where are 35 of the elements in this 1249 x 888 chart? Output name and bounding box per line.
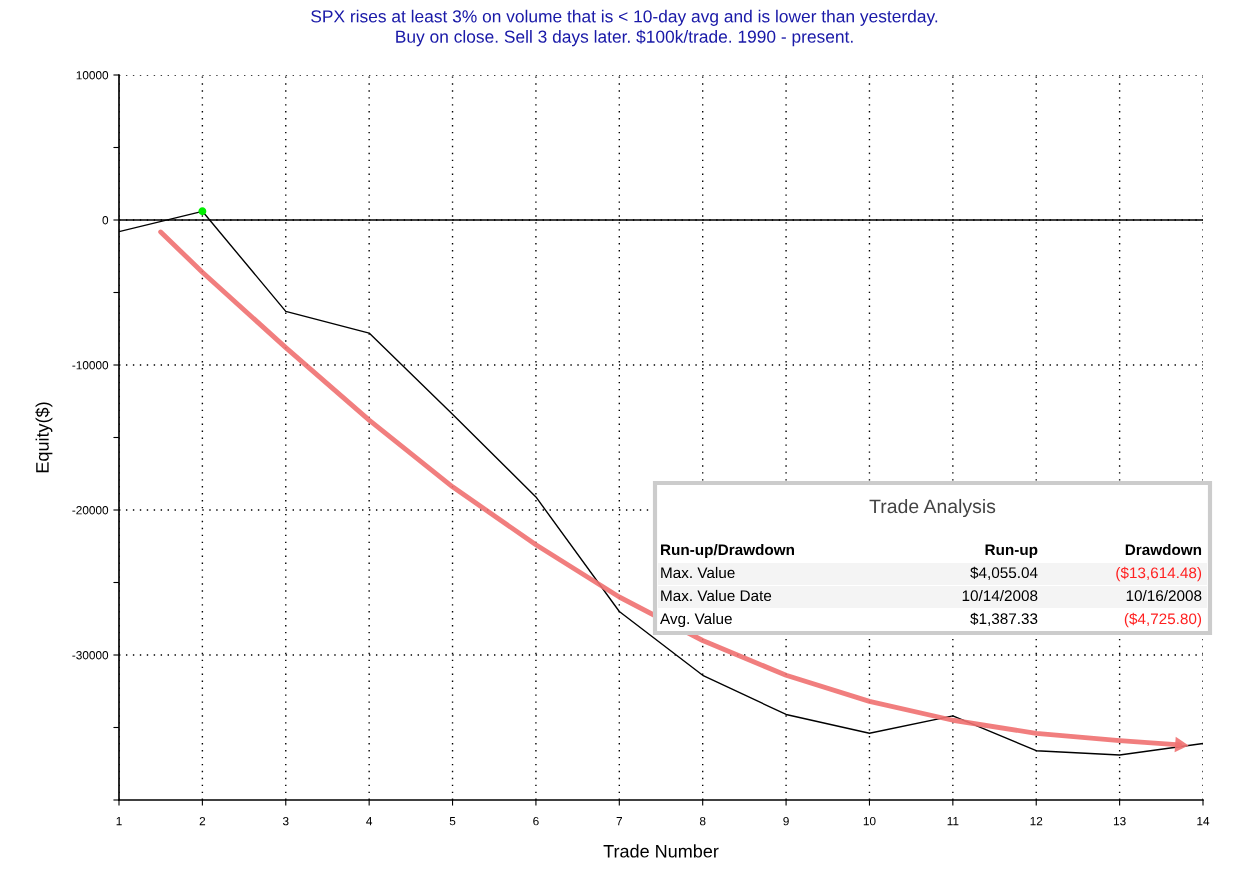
x-tick-label: 1 (116, 817, 122, 826)
x-tick-label: 11 (947, 817, 959, 826)
y-tick-label: 0 (102, 216, 109, 225)
annotation: Trade Analysis (869, 498, 996, 518)
x-tick-label: 5 (449, 817, 456, 826)
chart-title: SPX rises at least 3% on volume that is < 10-day avg and is lower than yesterday. Buy on close. Sell 3 days later. $100k/trade. 1990 - present. (311, 9, 938, 47)
x-tick-label: 4 (366, 817, 373, 826)
y-tick-label: -30000 (72, 651, 109, 660)
annotation: Drawdown (1125, 543, 1202, 556)
x-tick-label: 9 (783, 816, 789, 826)
x-tick-label: 12 (1030, 816, 1043, 826)
x-tick-label: 3 (282, 816, 289, 826)
annotation: Max. Value Date (661, 589, 772, 602)
annotation: Avg. Value (660, 612, 732, 628)
annotation: $1,387.33 (970, 612, 1038, 626)
annotation: Run-up (985, 544, 1038, 559)
x-tick-label: 6 (533, 816, 539, 826)
y-axis-title: Equity($) (35, 402, 53, 473)
annotation: Max. Value (661, 566, 735, 579)
y-tick-label: 10000 (76, 71, 109, 80)
annotation: 10/14/2008 (962, 589, 1038, 602)
annotation: $4,055.04 (970, 566, 1038, 580)
annotation: ($13,614.48) (1116, 566, 1202, 582)
x-tick-label: 10 (863, 816, 876, 826)
annotation: ($4,725.80) (1124, 612, 1202, 628)
annotation: Run-up/Drawdown (661, 543, 794, 559)
y-tick-label: -20000 (72, 506, 109, 515)
x-tick-label: 13 (1113, 816, 1126, 826)
annotation: 10/16/2008 (1126, 589, 1202, 602)
x-tick-label: 14 (1197, 817, 1210, 826)
x-tick-label: 7 (616, 817, 622, 826)
y-tick-label: -10000 (72, 361, 109, 370)
x-axis-title: Trade Number (603, 844, 719, 858)
x-tick-label: 2 (199, 816, 206, 826)
x-tick-label: 8 (699, 816, 706, 826)
